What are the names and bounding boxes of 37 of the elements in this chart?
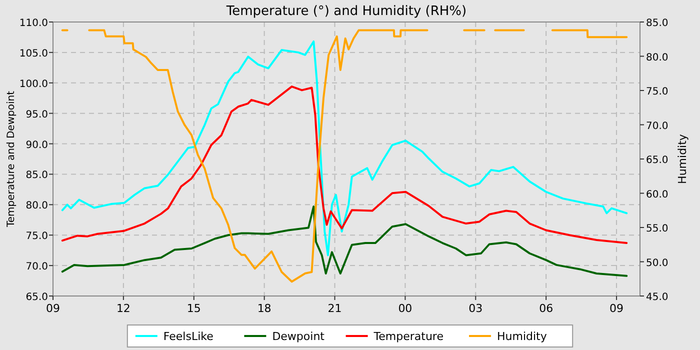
y-tick-label: 85.0	[26, 170, 48, 182]
y-tick-label: 110.0	[19, 18, 48, 29]
line-series	[61, 86, 628, 244]
x-tick-label: 00	[398, 302, 412, 315]
y2-tick-label: 80.0	[646, 52, 668, 64]
y-tick-label: 100.0	[19, 78, 48, 90]
y-tick-label: 70.0	[26, 262, 48, 273]
x-tick-label: 06	[539, 302, 554, 315]
y2-tick-label: 75.0	[646, 86, 668, 98]
y2-tick-label: 45.0	[646, 292, 668, 303]
legend-label: Dewpoint	[272, 330, 326, 343]
legend-label: Humidity	[497, 330, 548, 343]
y2-tick-label: 60.0	[646, 189, 668, 200]
y-tick-label: 90.0	[26, 140, 48, 151]
x-tick-label: 15	[186, 302, 201, 315]
y-tick-label: 75.0	[26, 231, 48, 242]
y-axis-title: Temperature and Dewpoint	[6, 90, 17, 228]
y2-tick-label: 50.0	[646, 258, 668, 269]
x-tick-label: 09	[610, 302, 624, 315]
y2-tick-label: 70.0	[646, 120, 668, 132]
legend-label: FeelsLike	[163, 330, 214, 343]
y2-axis-title: Humidity	[676, 134, 689, 184]
y-tick-label: 105.0	[19, 48, 48, 60]
x-tick-label: 03	[468, 302, 483, 315]
x-tick-label: 18	[257, 302, 272, 315]
x-tick-label: 21	[328, 302, 342, 315]
y2-tick-label: 55.0	[646, 224, 668, 234]
y2-tick-label: 85.0	[646, 18, 668, 29]
y-tick-label: 65.0	[26, 292, 48, 303]
legend-label: Temperature	[372, 330, 444, 343]
x-tick-label: 09	[46, 302, 60, 315]
line-series	[61, 205, 628, 277]
x-tick-label: 12	[116, 302, 130, 315]
y-tick-label: 95.0	[26, 109, 48, 120]
chart-title: Temperature (°) and Humidity (RH%)	[225, 4, 467, 19]
y-tick-label: 80.0	[26, 200, 48, 212]
y2-tick-label: 65.0	[646, 155, 668, 166]
